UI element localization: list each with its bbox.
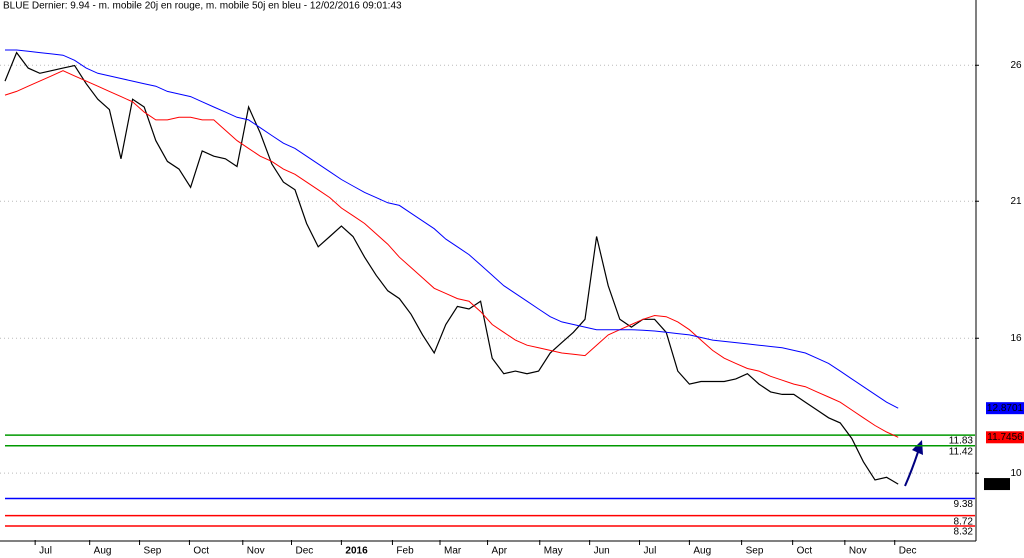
level-label: 9.38 (954, 499, 974, 510)
last-value-tag (986, 402, 1024, 415)
y-tick-label: 16 (1010, 333, 1022, 344)
arrow-head (912, 440, 923, 455)
x-tick-label: Jun (594, 546, 610, 557)
level-label: 8.32 (954, 527, 974, 538)
x-tick-label: Feb (396, 546, 414, 557)
y-tick-label: 10 (1010, 468, 1022, 479)
x-tick-label: Mar (444, 546, 462, 557)
last-value-label: 11.7456 (987, 432, 1023, 443)
series-line (4, 51, 899, 485)
x-tick-label: Dec (296, 546, 314, 557)
level-label: 11.42 (949, 446, 974, 457)
series-line (4, 70, 899, 438)
x-tick-label: May (544, 546, 563, 557)
x-tick-label: Sep (746, 546, 764, 557)
x-tick-label: Aug (693, 546, 711, 557)
last-value-tag (986, 431, 1024, 444)
series-line (5, 49, 899, 409)
x-tick-label: Apr (492, 546, 508, 557)
last-value-label: 9.94 (987, 479, 1007, 490)
x-tick-label: Nov (247, 546, 265, 557)
x-tick-label: 2016 (345, 546, 368, 557)
last-value-label: 12.8701 (987, 403, 1024, 414)
x-tick-label: Dec (899, 546, 917, 557)
x-tick-label: Jul (39, 546, 52, 557)
x-tick-label: Aug (94, 546, 112, 557)
level-label: 8.72 (954, 516, 974, 527)
y-tick-label: 21 (1010, 196, 1022, 207)
x-tick-label: Nov (849, 546, 867, 557)
x-tick-label: Jul (644, 546, 657, 557)
level-label: 11.83 (949, 436, 974, 447)
chart-title: BLUE Dernier: 9.94 - m. mobile 20j en ro… (3, 1, 402, 12)
x-tick-label: Sep (144, 546, 162, 557)
y-tick-label: 26 (1010, 60, 1022, 71)
x-tick-label: Oct (193, 546, 209, 557)
x-tick-label: Oct (797, 546, 813, 557)
arrow (904, 451, 919, 487)
last-value-tag (984, 478, 1010, 491)
